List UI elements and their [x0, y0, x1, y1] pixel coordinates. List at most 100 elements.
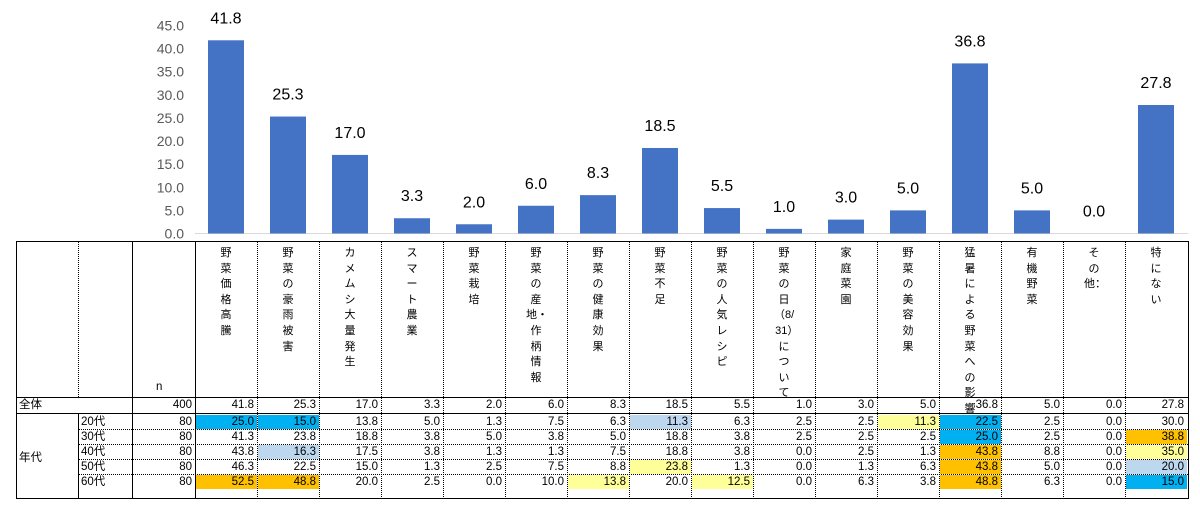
table-column-line [132, 241, 133, 499]
table-cell: 3.3 [424, 399, 440, 411]
table-cell: 43.8 [940, 460, 1001, 474]
table-cell: 23.8 [293, 431, 316, 443]
row-label: 40代 [81, 446, 106, 458]
table-column-line [815, 241, 816, 499]
row-n: 80 [179, 416, 192, 428]
table-cell: 2.5 [796, 431, 812, 443]
table-cell: 8.8 [610, 461, 626, 473]
column-header: 野菜価格高騰 [220, 247, 232, 337]
table-cell: 46.3 [231, 461, 254, 473]
data-label: 17.0 [334, 125, 365, 142]
table-cell: 6.3 [1044, 476, 1060, 488]
table-column-line [505, 241, 506, 499]
table-cell: 43.8 [940, 445, 1001, 459]
table-cell: 41.3 [231, 431, 254, 443]
table-cell: 25.0 [940, 430, 1001, 444]
table-cell: 5.0 [1044, 399, 1060, 411]
table-cell: 13.8 [568, 475, 629, 489]
table-cell: 7.5 [610, 446, 626, 458]
column-header: 猛暑による野菜への影響 [964, 247, 976, 415]
table-cell: 22.5 [293, 461, 316, 473]
data-label: 18.5 [644, 118, 675, 135]
y-tick-label: 20.0 [157, 133, 184, 149]
table-cell: 18.8 [665, 431, 688, 443]
row-n: 80 [179, 446, 192, 458]
table-column-line [1188, 241, 1189, 499]
table-cell: 0.0 [796, 476, 812, 488]
table-cell: 12.5 [692, 475, 753, 489]
table-column-line [257, 241, 258, 499]
y-tick-label: 40.0 [157, 41, 184, 57]
table-cell: 2.5 [486, 461, 502, 473]
table-cell: 6.3 [858, 476, 874, 488]
bar [766, 228, 802, 234]
row-n: 80 [179, 476, 192, 488]
column-header: 野菜の産地・作柄情報 [526, 247, 548, 384]
column-header: 家庭菜園 [840, 247, 852, 306]
data-label: 36.8 [954, 33, 985, 50]
table-cell: 3.0 [858, 399, 874, 411]
column-header: 野菜の健康効果 [592, 247, 604, 353]
table-cell: 38.8 [1126, 430, 1187, 444]
table-cell: 11.3 [630, 415, 691, 429]
data-label: 5.5 [711, 178, 733, 195]
column-header: カメムシ大量発生 [344, 247, 356, 369]
table-cell: 15.0 [258, 415, 319, 429]
table-cell: 36.8 [975, 399, 998, 411]
table-cell: 20.0 [1126, 460, 1187, 474]
table-cell: 10.0 [541, 476, 564, 488]
table-cell: 0.0 [1106, 461, 1122, 473]
table-top-line [16, 241, 1188, 242]
table-header-bottom-line [16, 397, 1188, 398]
data-label: 6.0 [525, 176, 547, 193]
table-cell: 1.3 [920, 446, 936, 458]
table-column-line [1001, 241, 1002, 499]
column-header: 野菜不足 [654, 247, 666, 306]
bar [890, 210, 926, 234]
table-column-line [78, 413, 79, 498]
column-header: スマート農業 [406, 247, 418, 337]
table-cell: 6.0 [548, 399, 564, 411]
table-cell: 6.3 [920, 461, 936, 473]
column-header: その他： [1084, 247, 1106, 291]
table-cell: 15.0 [1126, 475, 1187, 489]
data-label: 5.0 [1021, 180, 1043, 197]
table-cell: 5.5 [734, 399, 750, 411]
table-cell: 8.8 [1044, 446, 1060, 458]
table-cell: 11.3 [878, 415, 939, 429]
row-label: 20代 [81, 416, 106, 428]
row-n: 80 [179, 461, 192, 473]
table-cell: 3.8 [734, 446, 750, 458]
bar [704, 208, 740, 234]
table-cell: 20.0 [355, 476, 378, 488]
table-cell: 18.8 [665, 446, 688, 458]
table-cell: 5.0 [486, 431, 502, 443]
data-label: 1.0 [773, 199, 795, 216]
table-cell: 0.0 [486, 476, 502, 488]
table-cell: 5.0 [1044, 461, 1060, 473]
table-cell: 3.8 [734, 431, 750, 443]
table-cell: 1.3 [734, 461, 750, 473]
table-cell: 20.0 [665, 476, 688, 488]
table-cell: 48.8 [258, 475, 319, 489]
table-cell: 2.5 [858, 431, 874, 443]
y-tick-label: 10.0 [157, 179, 184, 195]
table-cell: 16.3 [258, 445, 319, 459]
table-row-line [78, 474, 1188, 475]
row-label: 60代 [81, 476, 106, 488]
bar-chart: 0.0 5.0 10.0 15.0 20.0 25.0 30.0 35.0 40.0 45.0 4… [157, 10, 1188, 242]
y-tick-label: 35.0 [157, 64, 184, 80]
table-cell: 18.8 [355, 431, 378, 443]
table-cell: 2.0 [486, 399, 502, 411]
data-label: 3.3 [401, 188, 423, 205]
row-label: 全体 [19, 399, 42, 411]
y-tick-label: 5.0 [165, 202, 185, 218]
table-cell: 13.8 [355, 416, 378, 428]
bar [332, 154, 368, 234]
table-cell: 0.0 [796, 461, 812, 473]
table-cell: 25.0 [196, 415, 257, 429]
row-label: 50代 [81, 461, 106, 473]
table-column-line [443, 241, 444, 499]
data-label: 27.8 [1140, 75, 1171, 92]
